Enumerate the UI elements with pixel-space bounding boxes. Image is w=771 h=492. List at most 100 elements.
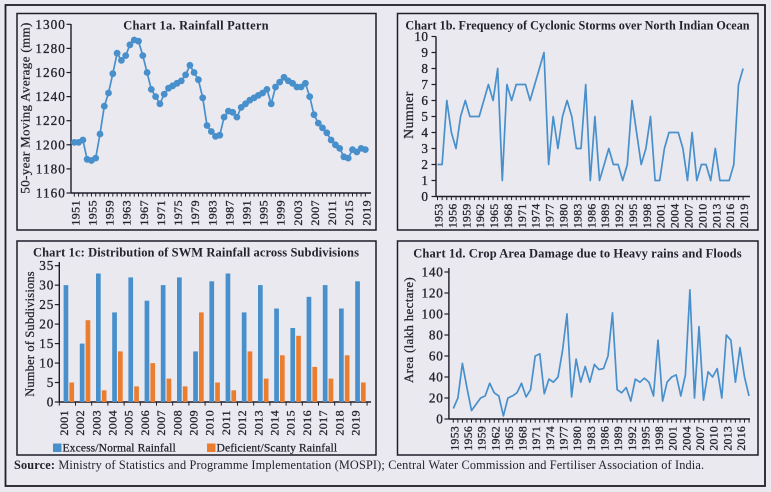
svg-text:1260: 1260: [35, 65, 65, 80]
svg-text:2010: 2010: [203, 410, 217, 436]
svg-text:2: 2: [421, 157, 428, 172]
svg-text:1998: 1998: [641, 204, 654, 229]
svg-text:1989: 1989: [612, 426, 625, 451]
svg-text:1: 1: [421, 173, 428, 188]
svg-text:1240: 1240: [35, 89, 65, 104]
svg-text:1951: 1951: [68, 200, 82, 226]
svg-text:2012: 2012: [235, 410, 249, 436]
svg-text:1953: 1953: [433, 204, 446, 229]
svg-text:1300: 1300: [35, 17, 65, 32]
svg-text:1980: 1980: [571, 426, 584, 451]
svg-text:5: 5: [421, 109, 428, 124]
svg-text:60: 60: [429, 349, 444, 364]
svg-text:2016: 2016: [300, 410, 314, 436]
svg-text:2015: 2015: [342, 200, 356, 226]
svg-text:40: 40: [429, 370, 444, 385]
svg-text:15: 15: [39, 336, 54, 351]
svg-text:30: 30: [39, 278, 54, 293]
svg-text:1956: 1956: [462, 426, 475, 451]
svg-text:1959: 1959: [476, 426, 489, 451]
svg-text:2018: 2018: [332, 410, 346, 436]
svg-text:2007: 2007: [154, 410, 168, 436]
svg-text:1962: 1962: [489, 426, 502, 451]
svg-text:1989: 1989: [599, 204, 612, 229]
svg-text:1956: 1956: [446, 204, 459, 229]
svg-text:1975: 1975: [171, 200, 185, 226]
svg-text:2002: 2002: [73, 410, 87, 436]
svg-text:0: 0: [436, 412, 443, 427]
svg-text:2017: 2017: [316, 410, 330, 436]
svg-text:50-year Moving Average (mm): 50-year Moving Average (mm): [18, 22, 33, 193]
svg-text:80: 80: [429, 328, 444, 343]
svg-text:1968: 1968: [502, 204, 515, 229]
svg-text:Chart 1b. Frequency of Cycloni: Chart 1b. Frequency of Cyclonic Storms o…: [405, 19, 749, 33]
svg-text:1983: 1983: [585, 426, 598, 451]
svg-text:2015: 2015: [284, 410, 298, 436]
svg-text:0: 0: [47, 395, 54, 410]
svg-text:2013: 2013: [721, 426, 734, 451]
svg-text:2010: 2010: [696, 204, 709, 229]
svg-text:2007: 2007: [308, 200, 322, 226]
svg-text:6: 6: [421, 93, 428, 108]
svg-text:Chart 1a. Rainfall Pattern: Chart 1a. Rainfall Pattern: [123, 19, 268, 33]
svg-text:1995: 1995: [257, 200, 271, 226]
svg-text:1979: 1979: [188, 200, 202, 226]
svg-text:1962: 1962: [474, 204, 487, 229]
svg-text:1965: 1965: [488, 204, 501, 229]
svg-text:Excess/Normal Rainfall: Excess/Normal Rainfall: [63, 442, 176, 455]
svg-text:Numner: Numner: [401, 91, 416, 139]
svg-text:1974: 1974: [544, 426, 557, 451]
svg-text:1971: 1971: [516, 204, 529, 229]
svg-text:1280: 1280: [35, 41, 65, 56]
svg-text:2003: 2003: [291, 200, 305, 226]
svg-text:2001: 2001: [667, 426, 680, 451]
svg-text:1968: 1968: [517, 426, 530, 451]
svg-text:2001: 2001: [655, 204, 668, 229]
svg-text:1992: 1992: [626, 426, 639, 451]
svg-text:Deficient/Scanty Rainfall: Deficient/Scanty Rainfall: [217, 442, 338, 455]
svg-text:2013: 2013: [710, 204, 723, 229]
svg-text:1987: 1987: [222, 200, 236, 226]
svg-text:100: 100: [422, 307, 444, 322]
svg-text:1980: 1980: [558, 204, 571, 229]
svg-text:2008: 2008: [170, 410, 184, 436]
svg-text:Source: Ministry of Statistics: Source: Ministry of Statistics and Progr…: [14, 458, 704, 472]
svg-text:Chart 1c: Distribution of SWM: Chart 1c: Distribution of SWM Rainfall a…: [33, 246, 359, 260]
svg-text:1995: 1995: [627, 204, 640, 229]
svg-text:1974: 1974: [530, 204, 543, 229]
svg-text:140: 140: [422, 265, 444, 280]
svg-text:Area (lakh hectare): Area (lakh hectare): [401, 277, 416, 383]
svg-text:Chart 1d. Crop Area Damage due: Chart 1d. Crop Area Damage due to Heavy …: [413, 247, 741, 261]
svg-text:2016: 2016: [735, 426, 748, 451]
svg-text:1160: 1160: [36, 186, 66, 201]
svg-text:1967: 1967: [137, 200, 151, 226]
svg-text:2003: 2003: [89, 410, 103, 436]
svg-text:1999: 1999: [274, 200, 288, 226]
svg-text:1959: 1959: [103, 200, 117, 226]
svg-text:0: 0: [421, 189, 428, 204]
svg-text:2005: 2005: [122, 410, 136, 436]
svg-text:1986: 1986: [585, 204, 598, 229]
svg-text:1963: 1963: [120, 200, 134, 226]
svg-text:1991: 1991: [240, 200, 254, 226]
svg-text:8: 8: [421, 61, 428, 76]
svg-text:2013: 2013: [251, 410, 265, 436]
svg-text:1971: 1971: [530, 426, 543, 451]
svg-text:2011: 2011: [219, 410, 233, 435]
svg-text:1953: 1953: [448, 426, 461, 451]
svg-text:120: 120: [422, 286, 444, 301]
svg-text:1995: 1995: [639, 426, 652, 451]
svg-text:35: 35: [39, 258, 54, 273]
svg-text:2019: 2019: [349, 410, 363, 436]
svg-text:2019: 2019: [738, 204, 751, 229]
svg-text:9: 9: [421, 45, 428, 60]
svg-text:20: 20: [39, 317, 54, 332]
svg-text:2009: 2009: [187, 410, 201, 436]
svg-text:2010: 2010: [708, 426, 721, 451]
svg-text:1986: 1986: [598, 426, 611, 451]
svg-text:2001: 2001: [57, 410, 71, 436]
svg-text:10: 10: [414, 29, 428, 44]
svg-text:25: 25: [39, 297, 54, 312]
svg-text:2016: 2016: [724, 204, 737, 229]
svg-text:1983: 1983: [571, 204, 584, 229]
